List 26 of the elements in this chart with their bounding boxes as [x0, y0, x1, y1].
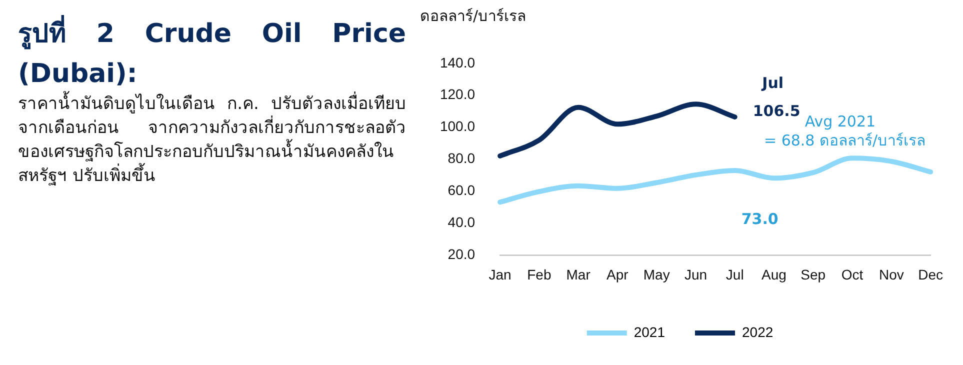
text: รูปที่ 2 Crude Oil Price (Dubai):: [18, 14, 406, 91]
y-axis-title: ดอลลาร์/บาร์เรล: [420, 6, 526, 27]
x-tick-label: Aug: [762, 266, 786, 282]
x-tick-label: Mar: [566, 266, 591, 282]
text: ราคาน้ำมันดิบดูไบในเดือน ก.ค. ปรับตัวลงเมื่อเทียบจากเดือนก่อน จากความกังวลเกี่ยวกับการชะลอตัวของเศรษฐกิจโลกประกอบกับปริมาณน้ำมันคงคลังในสหรัฐฯ ปรับเพิ่มขึ้น: [18, 92, 406, 188]
y-tick-label: 60.0: [448, 182, 476, 198]
y-tick-label: 40.0: [448, 214, 476, 230]
y-tick-label: 140.0: [440, 54, 476, 70]
y-tick-label: 100.0: [440, 118, 476, 134]
legend-label: 2021: [634, 324, 666, 340]
y-tick-label: 120.0: [440, 86, 476, 102]
x-tick-label: Dec: [918, 266, 944, 282]
x-tick-label: Nov: [878, 266, 904, 282]
x-tick-label: Oct: [841, 266, 864, 282]
x-tick-label: Jul: [726, 266, 744, 282]
x-tick-label: Apr: [606, 266, 629, 282]
x-tick-label: May: [643, 266, 670, 282]
x-tick-label: Jan: [488, 266, 512, 282]
x-tick-label: Sep: [800, 266, 826, 282]
y-tick-label: 80.0: [448, 150, 476, 166]
data-label: 73.0: [741, 210, 778, 228]
annotation: Jul: [761, 74, 784, 92]
x-tick-label: Feb: [527, 266, 552, 282]
y-tick-label: 20.0: [448, 246, 476, 262]
x-tick-label: Jun: [684, 266, 708, 282]
legend-label: 2022: [742, 324, 774, 340]
